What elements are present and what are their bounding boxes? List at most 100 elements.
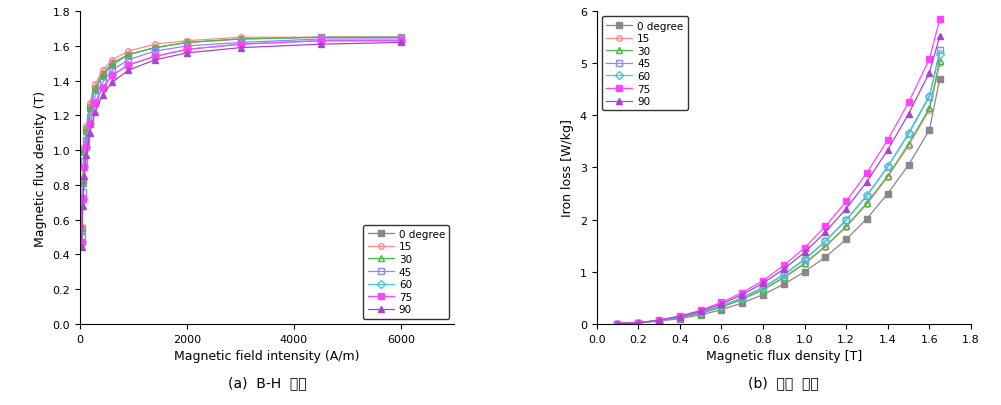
15 — [934, 62, 946, 66]
15 — [736, 297, 748, 302]
Line: 15: 15 — [79, 35, 403, 230]
75 — [633, 320, 645, 325]
30 — [80, 129, 92, 134]
0 degree — [799, 270, 811, 275]
45 — [234, 41, 246, 46]
Line: 0 degree: 0 degree — [79, 35, 403, 232]
15 — [106, 58, 118, 63]
60 — [903, 131, 915, 136]
60 — [149, 55, 161, 60]
75 — [674, 314, 686, 319]
Line: 75: 75 — [79, 39, 403, 245]
30 — [76, 228, 88, 233]
0 degree — [84, 105, 96, 110]
75 — [77, 197, 89, 202]
90 — [799, 250, 811, 255]
15 — [395, 36, 407, 41]
45 — [861, 194, 873, 198]
90 — [674, 314, 686, 319]
60 — [633, 320, 645, 325]
90 — [903, 112, 915, 117]
90 — [106, 81, 118, 85]
15 — [674, 315, 686, 320]
30 — [633, 320, 645, 325]
60 — [234, 43, 246, 47]
0 degree — [695, 313, 707, 318]
90 — [716, 302, 728, 307]
0 degree — [314, 36, 326, 41]
30 — [716, 305, 728, 310]
90 — [149, 58, 161, 63]
15 — [799, 262, 811, 266]
90 — [820, 230, 832, 235]
45 — [840, 218, 852, 223]
Line: 75: 75 — [615, 17, 943, 326]
0 degree — [903, 163, 915, 168]
90 — [77, 204, 89, 209]
90 — [934, 35, 946, 40]
45 — [84, 115, 96, 120]
90 — [96, 93, 108, 98]
45 — [76, 235, 88, 240]
60 — [76, 240, 88, 245]
75 — [234, 43, 246, 47]
60 — [695, 310, 707, 315]
30 — [106, 64, 118, 68]
15 — [76, 224, 88, 229]
Line: 60: 60 — [615, 52, 943, 326]
75 — [181, 48, 193, 53]
60 — [89, 102, 101, 107]
15 — [234, 36, 246, 41]
90 — [861, 180, 873, 185]
45 — [181, 45, 193, 49]
75 — [923, 58, 935, 62]
Legend: 0 degree, 15, 30, 45, 60, 75, 90: 0 degree, 15, 30, 45, 60, 75, 90 — [602, 17, 688, 111]
90 — [612, 321, 624, 326]
15 — [716, 305, 728, 310]
45 — [903, 132, 915, 137]
30 — [674, 315, 686, 320]
75 — [314, 39, 326, 44]
45 — [314, 37, 326, 42]
60 — [395, 39, 407, 44]
75 — [395, 39, 407, 44]
X-axis label: Magnetic field intensity (A/m): Magnetic field intensity (A/m) — [174, 349, 360, 362]
30 — [799, 261, 811, 266]
15 — [78, 145, 90, 150]
Line: 45: 45 — [615, 48, 943, 326]
Line: 45: 45 — [79, 37, 403, 240]
45 — [89, 95, 101, 100]
15 — [181, 39, 193, 44]
0 degree — [736, 301, 748, 306]
90 — [695, 309, 707, 314]
75 — [78, 166, 90, 171]
75 — [934, 17, 946, 22]
0 degree — [96, 72, 108, 77]
0 degree — [77, 179, 89, 184]
0 degree — [395, 36, 407, 41]
45 — [122, 58, 134, 63]
15 — [314, 36, 326, 41]
0 degree — [840, 237, 852, 242]
60 — [861, 193, 873, 198]
Line: 60: 60 — [79, 39, 403, 245]
90 — [234, 46, 246, 51]
90 — [840, 207, 852, 211]
15 — [84, 102, 96, 107]
90 — [122, 68, 134, 73]
30 — [149, 46, 161, 51]
75 — [757, 278, 769, 283]
0 degree — [149, 46, 161, 51]
30 — [78, 150, 90, 155]
90 — [395, 41, 407, 46]
15 — [840, 225, 852, 230]
75 — [89, 102, 101, 107]
Text: (b)  철손  곡선: (b) 철손 곡선 — [749, 375, 819, 389]
45 — [395, 37, 407, 42]
75 — [820, 224, 832, 229]
90 — [78, 174, 90, 179]
45 — [96, 81, 108, 85]
45 — [934, 49, 946, 53]
45 — [612, 321, 624, 326]
Y-axis label: Iron loss [W/kg]: Iron loss [W/kg] — [562, 119, 575, 217]
